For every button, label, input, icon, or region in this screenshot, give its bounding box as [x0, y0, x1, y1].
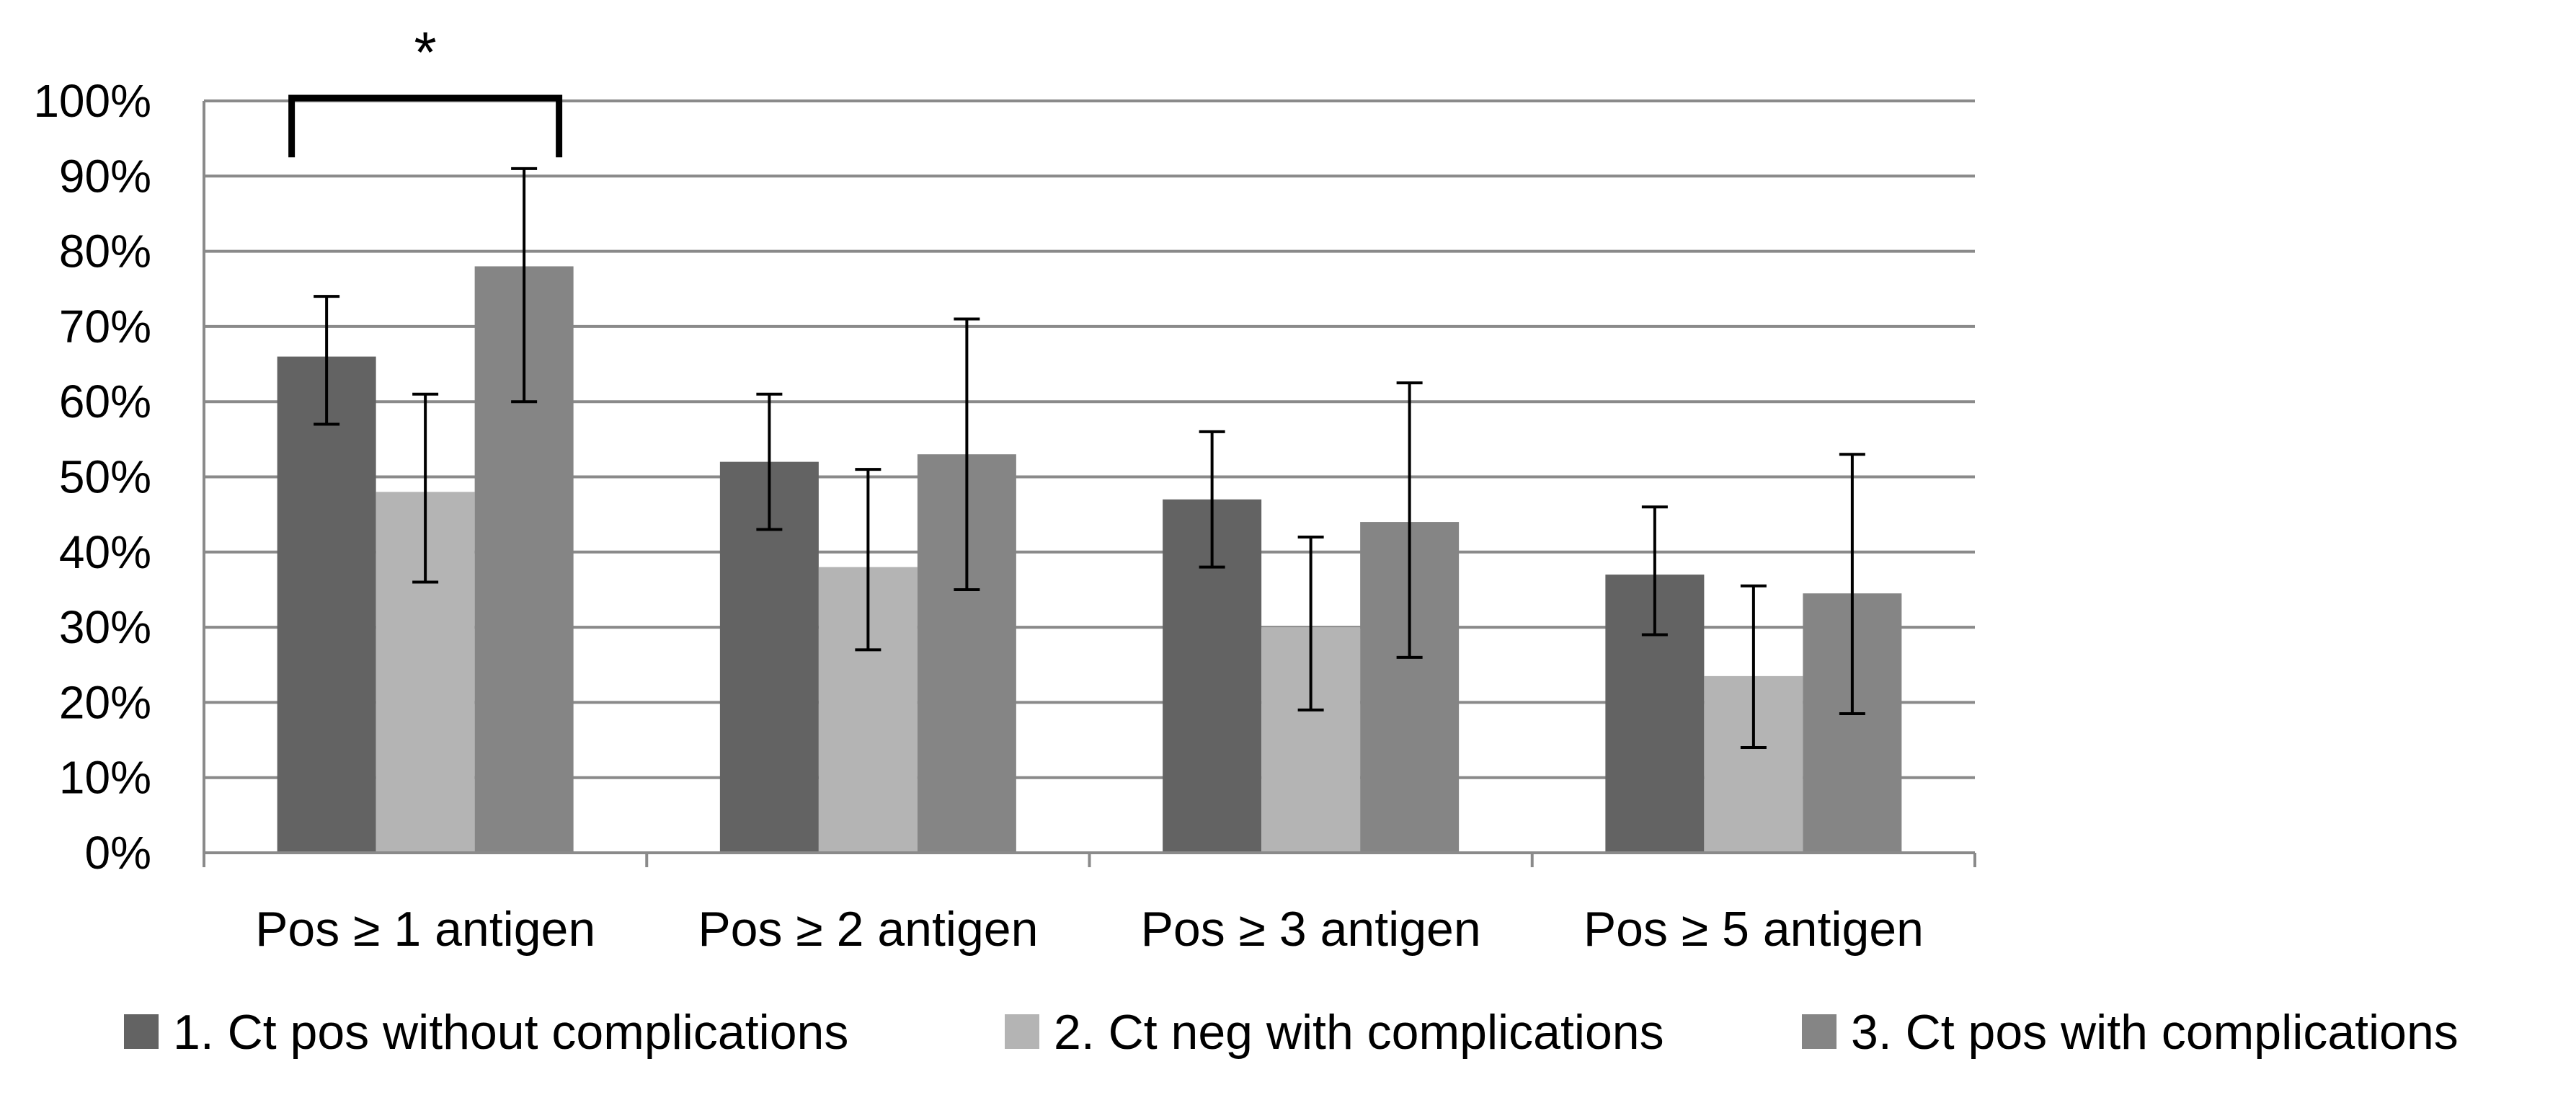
y-tick-label: 10% [59, 752, 151, 804]
legend-swatch [1802, 1014, 1836, 1049]
bar [277, 356, 376, 853]
bars [277, 266, 1902, 854]
y-tick-label: 90% [59, 150, 151, 202]
legend-swatch [124, 1014, 159, 1049]
legend-item[interactable]: 2. Ct neg with complications [1005, 1005, 1664, 1060]
y-tick-label: 70% [59, 301, 151, 353]
x-category-label: Pos ≥ 1 antigen [255, 902, 595, 957]
y-tick-label: 60% [59, 376, 151, 427]
legend-swatch [1005, 1014, 1039, 1049]
y-tick-label: 50% [59, 451, 151, 503]
legend-label: 2. Ct neg with complications [1054, 1005, 1664, 1060]
significance-bracket [288, 94, 563, 158]
x-category-label: Pos ≥ 3 antigen [1141, 902, 1481, 957]
y-tick-label: 0% [85, 827, 152, 879]
legend-label: 3. Ct pos with complications [1851, 1005, 2459, 1060]
significance-annotation: * [288, 20, 563, 158]
x-category-label: Pos ≥ 2 antigen [698, 902, 1038, 957]
legend-label: 1. Ct pos without complications [173, 1005, 848, 1060]
axis-labels: 0% 10% 20% 30% 40% 50% 60% 70% 80% 90% 100% Pos ≥ 1… [33, 75, 1924, 957]
y-tick-label: 80% [59, 226, 151, 278]
y-tick-label: 40% [59, 526, 151, 578]
y-tick-label: 100% [33, 75, 151, 127]
x-category-label: Pos ≥ 5 antigen [1584, 902, 1924, 957]
y-tick-label: 20% [59, 676, 151, 728]
legend[interactable]: 1. Ct pos without complications 2. Ct neg… [124, 1005, 2459, 1060]
legend-item[interactable]: 1. Ct pos without complications [124, 1005, 848, 1060]
error-bars [314, 167, 1865, 749]
legend-item[interactable]: 3. Ct pos with complications [1802, 1005, 2459, 1060]
y-tick-label: 30% [59, 601, 151, 653]
axes [203, 101, 1976, 867]
significance-asterisk: * [414, 20, 437, 84]
